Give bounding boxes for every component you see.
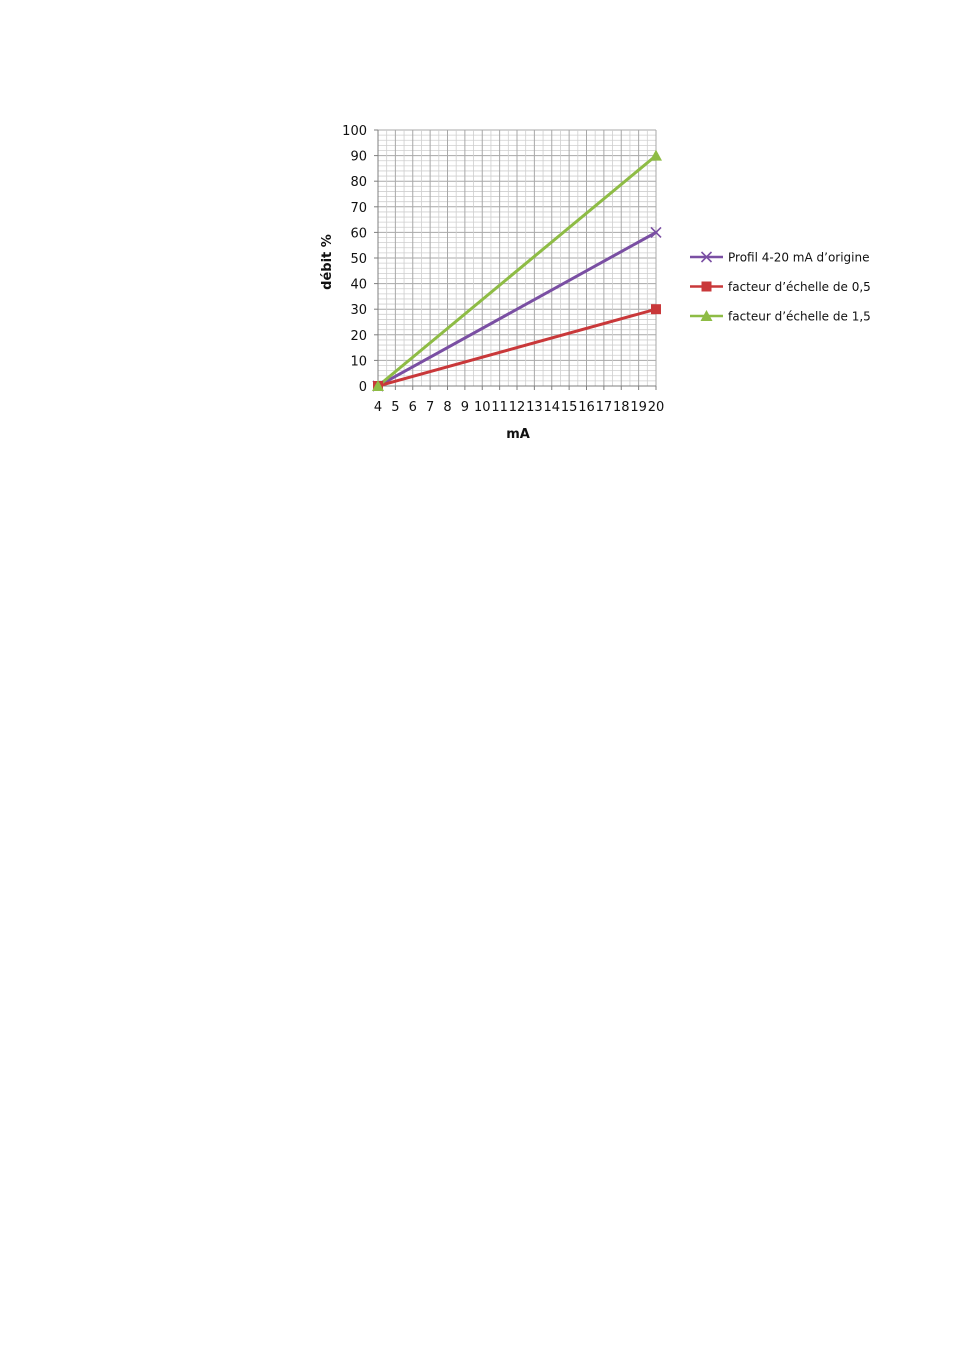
x-tick-label: 17 [596,400,613,415]
y-tick-label: 30 [350,303,367,318]
legend-label: Profil 4-20 mA d’origine [728,251,870,265]
x-tick-label: 4 [374,400,382,415]
chart-axes [374,129,657,390]
x-tick-label: 18 [613,400,630,415]
y-tick-label: 60 [350,226,367,241]
x-tick-label: 9 [461,400,469,415]
x-tick-label: 7 [426,400,434,415]
legend-entry-1: Profil 4-20 mA d’origine [690,251,870,265]
legend-label: facteur d’échelle de 0,5 [728,280,871,294]
series-3-point [372,380,384,391]
series-1-point [650,226,662,238]
y-tick-label: 50 [350,252,367,267]
legend-swatch-marker [700,310,713,321]
x-tick-label: 10 [474,400,491,415]
legend-swatch-marker [700,251,713,263]
x-tick-label: 12 [509,400,526,415]
series-2-point [651,304,661,315]
y-axis-title: débit % [320,234,335,290]
x-axis-title: mA [506,427,530,442]
y-tick-label: 80 [350,175,367,190]
x-tick-label: 6 [409,400,417,415]
legend-entry-3: facteur d’échelle de 1,5 [690,310,871,324]
y-tick-label: 100 [342,124,367,139]
x-tick-label: 8 [443,400,451,415]
x-tick-label: 14 [543,400,560,415]
x-tick-label: 5 [391,400,399,415]
y-tick-label: 10 [350,354,367,369]
x-tick-label: 19 [630,400,647,415]
chart-legend: Profil 4-20 mA d’origine facteur d’échell… [690,251,871,324]
legend-label: facteur d’échelle de 1,5 [728,310,871,324]
series-line-1 [376,230,658,388]
x-tick-label: 15 [561,400,578,415]
series-3-point [650,149,662,161]
x-tick-label: 11 [491,400,508,415]
x-tick-label: 16 [578,400,595,415]
series-line-3 [376,154,658,388]
legend-entry-2: facteur d’échelle de 0,5 [690,280,871,294]
y-tick-label: 70 [350,201,367,216]
chart-markers [372,149,662,392]
x-tick-label: 13 [526,400,543,415]
series-line-2 [376,307,658,388]
legend-swatch-marker [701,281,712,292]
y-tick-label: 20 [350,329,367,344]
chart-series [376,154,658,388]
y-tick-label: 0 [359,380,367,395]
y-tick-label: 90 [350,150,367,165]
x-tick-label: 20 [648,400,665,415]
y-tick-label: 40 [350,278,367,293]
